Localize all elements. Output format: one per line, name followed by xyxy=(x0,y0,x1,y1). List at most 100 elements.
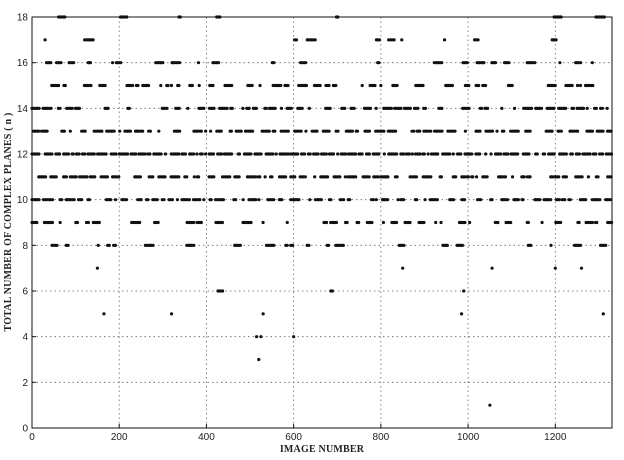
data-point xyxy=(527,152,531,156)
data-point xyxy=(297,198,301,202)
data-point xyxy=(259,152,263,156)
data-point xyxy=(564,106,568,110)
data-point xyxy=(550,129,554,133)
data-point xyxy=(608,198,612,202)
data-point xyxy=(97,220,101,225)
data-point xyxy=(451,152,455,156)
data-point xyxy=(451,198,456,202)
data-point xyxy=(74,175,78,179)
data-point xyxy=(454,175,458,179)
data-point xyxy=(219,129,223,133)
data-point xyxy=(230,83,234,88)
data-point xyxy=(568,198,572,202)
data-point xyxy=(496,220,500,225)
data-point xyxy=(308,152,312,156)
data-point xyxy=(192,243,196,247)
data-point xyxy=(161,61,165,65)
data-point xyxy=(579,61,583,65)
y-tick-label: 10 xyxy=(17,195,29,206)
data-point xyxy=(598,198,602,202)
data-point xyxy=(579,266,584,270)
data-point xyxy=(37,198,41,202)
data-point xyxy=(50,198,55,202)
data-point xyxy=(418,129,422,133)
data-point xyxy=(604,243,608,247)
data-point xyxy=(578,83,583,88)
data-point xyxy=(328,106,332,110)
data-point xyxy=(324,152,328,156)
data-point xyxy=(580,175,584,179)
data-point xyxy=(196,61,201,65)
y-tick-label: 0 xyxy=(22,424,28,435)
data-point xyxy=(540,220,544,225)
data-point xyxy=(552,106,556,110)
data-point xyxy=(445,243,449,247)
data-point xyxy=(570,83,574,88)
data-point xyxy=(68,129,72,133)
data-point xyxy=(197,83,201,88)
data-point xyxy=(538,198,542,202)
data-point xyxy=(485,175,489,179)
data-point xyxy=(601,129,605,133)
data-point xyxy=(251,129,255,133)
data-point xyxy=(360,152,364,156)
data-point xyxy=(327,129,331,133)
data-point xyxy=(304,83,309,88)
data-point xyxy=(307,243,311,247)
data-point xyxy=(521,198,525,202)
data-point xyxy=(341,243,345,247)
data-point xyxy=(186,106,190,110)
data-point xyxy=(355,129,360,133)
data-point xyxy=(300,106,304,110)
data-point xyxy=(254,198,258,202)
data-point xyxy=(37,152,41,156)
data-point xyxy=(151,243,155,247)
data-point xyxy=(528,175,532,179)
gridlines xyxy=(32,17,612,428)
data-point xyxy=(396,198,400,202)
data-point xyxy=(516,129,520,133)
data-point xyxy=(439,175,443,179)
data-point xyxy=(374,106,378,110)
data-point xyxy=(377,61,381,65)
data-point xyxy=(113,198,118,202)
data-point xyxy=(510,83,514,88)
data-point xyxy=(423,198,427,202)
data-point xyxy=(448,152,452,156)
data-point xyxy=(58,106,62,110)
data-point xyxy=(238,243,242,247)
x-tick-label: 0 xyxy=(29,432,35,443)
data-point xyxy=(559,220,563,225)
data-point xyxy=(177,106,181,110)
x-axis-ticks: 0 200 400 600 800 1000 1200 xyxy=(29,424,567,443)
data-point xyxy=(376,175,381,179)
data-point xyxy=(229,152,234,156)
data-point xyxy=(581,106,586,110)
data-point xyxy=(211,152,216,156)
data-point xyxy=(199,220,203,225)
data-point xyxy=(286,129,290,133)
data-point xyxy=(412,129,416,133)
data-point xyxy=(195,152,199,156)
data-point xyxy=(118,129,122,133)
data-point xyxy=(228,175,232,179)
data-point xyxy=(485,106,490,110)
data-point xyxy=(435,198,439,202)
data-point xyxy=(575,83,580,88)
data-point xyxy=(357,220,361,225)
data-point xyxy=(594,106,598,110)
data-point xyxy=(212,106,216,110)
data-points xyxy=(30,15,614,407)
y-tick-label: 12 xyxy=(17,150,29,161)
data-point xyxy=(136,83,140,88)
data-point xyxy=(590,61,594,65)
data-point xyxy=(296,152,300,156)
data-point xyxy=(220,289,225,293)
data-point xyxy=(66,152,71,156)
data-point xyxy=(169,312,174,316)
data-point xyxy=(526,220,530,225)
data-point xyxy=(415,198,419,202)
data-point xyxy=(294,38,299,42)
data-point xyxy=(429,175,433,179)
data-point xyxy=(460,243,465,247)
